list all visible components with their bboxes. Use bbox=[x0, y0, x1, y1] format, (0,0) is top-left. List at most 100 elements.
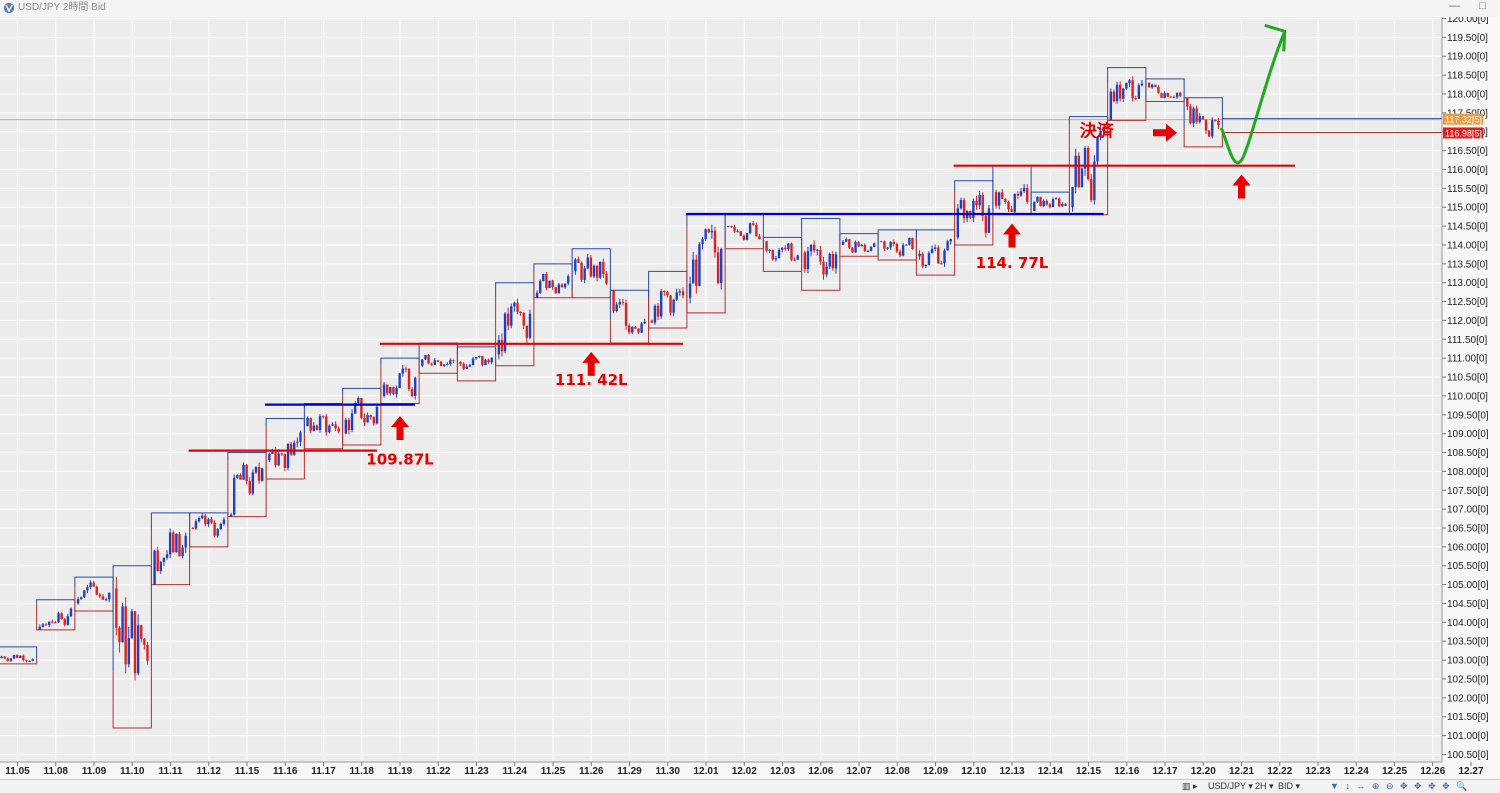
candle-body bbox=[92, 582, 95, 587]
candle-body bbox=[921, 253, 924, 267]
candle-body bbox=[1195, 108, 1198, 122]
candle-body bbox=[484, 359, 487, 366]
candle-body bbox=[886, 247, 889, 249]
candle-body bbox=[12, 655, 16, 659]
day-range-low-box bbox=[380, 365, 420, 404]
candle-body bbox=[701, 239, 704, 245]
candle-body bbox=[727, 226, 730, 228]
bid-price-label: 116.98[5] bbox=[1445, 128, 1482, 138]
candle-body bbox=[121, 606, 124, 643]
scroll-icon[interactable]: ▥ ▸ bbox=[1182, 781, 1198, 791]
candle-body bbox=[892, 241, 895, 245]
candle-body bbox=[296, 441, 299, 443]
plot-area[interactable] bbox=[0, 17, 1442, 762]
candle-body bbox=[242, 464, 245, 480]
candle-body bbox=[905, 244, 908, 246]
y-tick-label: 102.50[0] bbox=[1447, 674, 1489, 685]
candle-body bbox=[962, 200, 966, 219]
candle-body bbox=[1061, 203, 1064, 207]
candle-body bbox=[707, 229, 710, 233]
forecast-curve bbox=[1219, 30, 1287, 165]
candle-body bbox=[557, 284, 561, 294]
candle-body bbox=[883, 241, 886, 249]
candle-body bbox=[551, 280, 554, 288]
x-tick-label: 12.10 bbox=[961, 766, 986, 777]
price-chart[interactable]: 109.87L 111. 42L 114. 77L 決済 120.00[0] 119.5… bbox=[0, 17, 1500, 779]
price-axis[interactable] bbox=[1442, 17, 1500, 779]
time-axis[interactable] bbox=[0, 762, 1442, 779]
candle-body bbox=[1096, 136, 1099, 162]
candle-body bbox=[589, 257, 593, 277]
y-tick-label: 105.50[0] bbox=[1447, 561, 1489, 572]
candle-body bbox=[357, 398, 360, 404]
support-lines bbox=[188, 164, 1295, 452]
y-tick-label: 106.50[0] bbox=[1447, 524, 1489, 535]
candle-body bbox=[229, 514, 233, 517]
candle-body bbox=[254, 467, 258, 473]
candle-body bbox=[54, 622, 57, 624]
candle-body bbox=[733, 227, 736, 232]
candle-body bbox=[328, 425, 331, 433]
candle-body bbox=[1207, 130, 1211, 137]
timeframe-selector[interactable]: 2H ▾ bbox=[1255, 781, 1274, 791]
y-tick-label: 110.50[0] bbox=[1447, 373, 1488, 384]
candle-body bbox=[63, 619, 66, 625]
candle-body bbox=[1033, 201, 1036, 211]
candle-body bbox=[474, 357, 478, 359]
candle-body bbox=[404, 368, 408, 370]
candle-body bbox=[1112, 91, 1116, 102]
candle-body bbox=[1051, 199, 1055, 208]
candle-body bbox=[366, 415, 369, 423]
candle-body bbox=[834, 254, 838, 269]
candle-body bbox=[407, 369, 411, 390]
candle-body bbox=[516, 302, 519, 312]
candle-body bbox=[130, 611, 134, 639]
candle-body bbox=[478, 355, 481, 358]
candle-body bbox=[360, 398, 363, 418]
candle-body bbox=[60, 613, 63, 620]
candle-body bbox=[194, 521, 198, 529]
candle-body bbox=[854, 241, 857, 253]
x-tick-label: 11.08 bbox=[44, 766, 69, 777]
price-side-selector[interactable]: BID ▾ bbox=[1278, 781, 1301, 791]
candle-body bbox=[1102, 126, 1105, 131]
chart-toolbar[interactable]: ▼ ↕ ↔ ⊕ ⊖ ✥ ✥ ✥ ✥ 🔍 bbox=[1330, 781, 1470, 791]
candle-body bbox=[742, 235, 746, 240]
candle-body bbox=[525, 325, 529, 338]
candle-body bbox=[1093, 161, 1096, 201]
day-range-low-box bbox=[227, 460, 267, 518]
candle-body bbox=[784, 247, 787, 249]
candle-body bbox=[210, 519, 213, 523]
candle-body bbox=[666, 291, 669, 296]
maximize-button[interactable]: □ bbox=[1479, 0, 1494, 12]
candle-body bbox=[222, 519, 226, 524]
candle-body bbox=[497, 339, 501, 355]
day-range-low-box bbox=[150, 528, 191, 586]
symbol-selector[interactable]: USD/JPY ▾ bbox=[1208, 781, 1253, 791]
candle-body bbox=[908, 238, 911, 245]
up-arrow-icon bbox=[391, 416, 409, 441]
candle-body bbox=[6, 658, 10, 661]
candle-body bbox=[809, 244, 813, 252]
x-tick-label: 11.12 bbox=[197, 766, 222, 777]
candle-body bbox=[866, 250, 870, 252]
y-tick-label: 113.50[0] bbox=[1447, 259, 1488, 270]
candle-body bbox=[563, 283, 567, 288]
day-range-low-box bbox=[686, 226, 726, 314]
candle-body bbox=[1054, 198, 1058, 200]
annotation-label: 114. 77L bbox=[976, 254, 1049, 272]
candle-body bbox=[1189, 106, 1192, 124]
x-tick-label: 11.09 bbox=[82, 766, 107, 777]
bid-price-tag bbox=[1443, 127, 1483, 139]
y-tick-label: 109.50[0] bbox=[1447, 410, 1489, 421]
candle-body bbox=[433, 360, 436, 365]
candle-body bbox=[51, 621, 54, 623]
x-tick-label: 12.14 bbox=[1038, 766, 1063, 777]
window-controls[interactable]: — □ bbox=[1449, 0, 1494, 12]
y-tick-label: 114.00[0] bbox=[1447, 240, 1488, 251]
right-arrow-icon bbox=[1153, 123, 1177, 142]
candle-body bbox=[1163, 92, 1166, 98]
candle-body bbox=[465, 366, 469, 369]
candle-body bbox=[172, 532, 175, 553]
minimize-button[interactable]: — bbox=[1449, 0, 1469, 12]
